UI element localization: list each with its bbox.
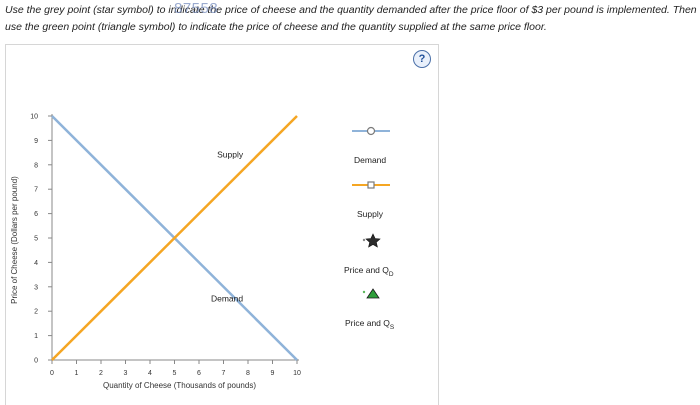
axes: 0 1 2 3 4 5 6 7 8 9 10 0 1 2 3 4 5 6 7 8 9 10 Quantity of Chee… bbox=[10, 114, 301, 391]
instruction-line-2: use the green point (triangle symbol) to… bbox=[5, 21, 547, 33]
circle-marker-icon bbox=[366, 126, 376, 136]
supply-curve[interactable] bbox=[51, 115, 298, 361]
y-axis-title: Price of Cheese (Dollars per pound) bbox=[10, 176, 19, 304]
y-tick-label: 9 bbox=[34, 138, 38, 145]
legend-star-tool[interactable] bbox=[362, 233, 381, 248]
watermark: 87558 bbox=[174, 0, 219, 17]
y-tick-label: 5 bbox=[34, 236, 38, 243]
x-tick-label: 1 bbox=[75, 370, 79, 377]
x-tick-label: 8 bbox=[246, 370, 250, 377]
supply-curve-label: Supply bbox=[217, 149, 244, 159]
graph-panel bbox=[5, 44, 439, 405]
y-tick-label: 7 bbox=[34, 187, 38, 194]
x-tick-label: 9 bbox=[271, 370, 275, 377]
legend: Demand Supply Price and QD Price and QS bbox=[344, 126, 395, 331]
y-tick-label: 4 bbox=[34, 260, 38, 267]
y-tick-label: 8 bbox=[34, 162, 38, 169]
legend-demand-label: Demand bbox=[354, 155, 386, 165]
x-tick-label: 5 bbox=[173, 370, 177, 377]
star-icon bbox=[365, 233, 381, 248]
y-tick-label: 10 bbox=[30, 114, 38, 121]
legend-supply-tool[interactable] bbox=[352, 181, 390, 189]
legend-demand-tool[interactable] bbox=[352, 126, 390, 136]
legend-price-qd-label: Price and QD bbox=[344, 265, 394, 278]
help-button[interactable]: ? bbox=[413, 50, 431, 68]
triangle-icon bbox=[366, 288, 380, 299]
series-lines bbox=[51, 115, 298, 361]
demand-curve-label: Demand bbox=[211, 293, 243, 303]
x-tick-label: 3 bbox=[124, 370, 128, 377]
legend-supply-label: Supply bbox=[357, 209, 384, 219]
x-tick-label: 6 bbox=[197, 370, 201, 377]
x-tick-label: 2 bbox=[99, 370, 103, 377]
y-tick-label: 6 bbox=[34, 211, 38, 218]
line-labels: Supply Demand bbox=[211, 149, 244, 303]
legend-triangle-tool[interactable] bbox=[362, 288, 380, 299]
y-tick-label: 3 bbox=[34, 284, 38, 291]
y-tick-label: 0 bbox=[34, 358, 38, 365]
legend-price-qs-label: Price and QS bbox=[345, 318, 395, 331]
instruction-line-1: Use the grey point (star symbol) to indi… bbox=[5, 4, 697, 16]
x-axis-title: Quantity of Cheese (Thousands of pounds) bbox=[103, 381, 256, 390]
x-tick-label: 0 bbox=[50, 370, 54, 377]
x-tick-label: 10 bbox=[293, 370, 301, 377]
square-marker-icon bbox=[367, 181, 375, 189]
x-tick-label: 7 bbox=[222, 370, 226, 377]
y-tick-label: 1 bbox=[34, 333, 38, 340]
instructions: Use the grey point (star symbol) to indi… bbox=[5, 2, 700, 36]
y-tick-label: 2 bbox=[34, 309, 38, 316]
x-tick-label: 4 bbox=[148, 370, 152, 377]
